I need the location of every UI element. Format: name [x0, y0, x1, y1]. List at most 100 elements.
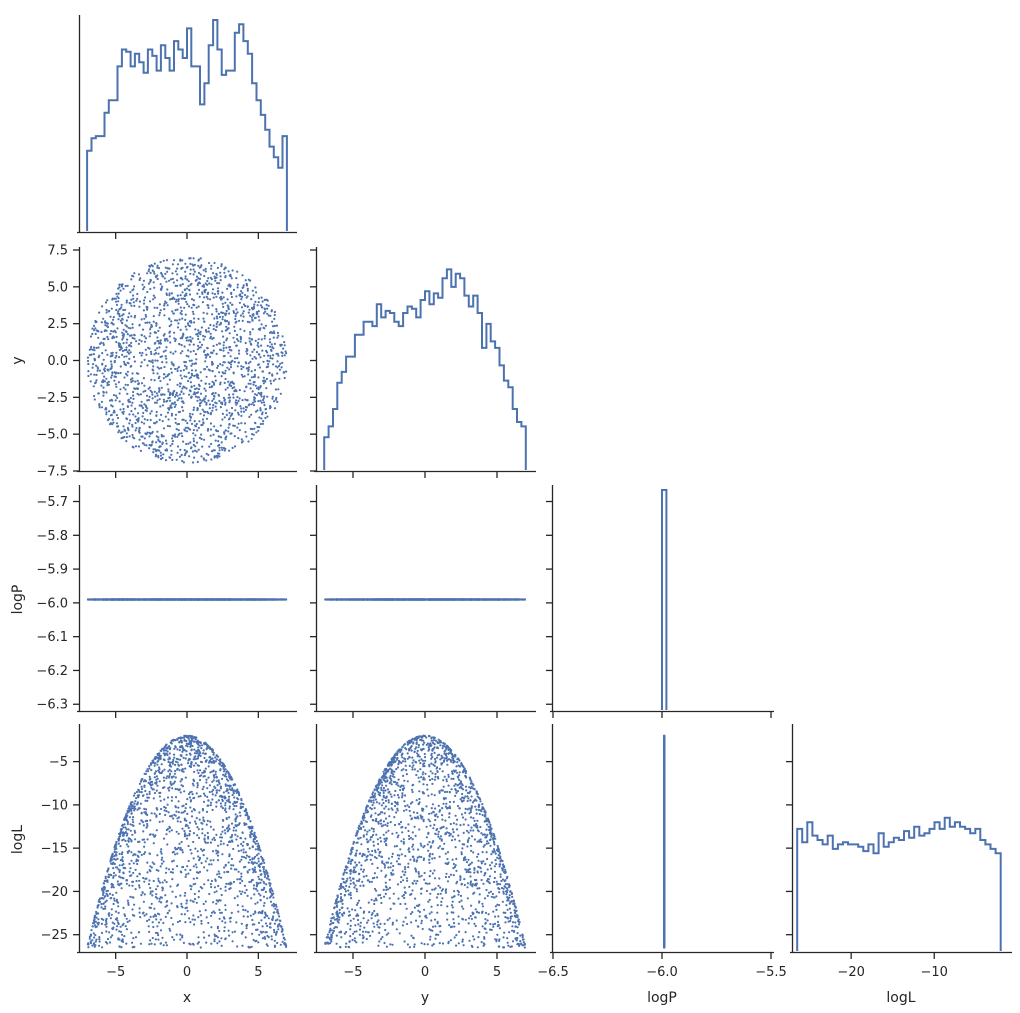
scatter-point	[107, 310, 110, 313]
scatter-point	[234, 409, 237, 412]
scatter-point	[216, 456, 219, 459]
scatter-point	[194, 445, 197, 448]
scatter-point	[233, 445, 237, 448]
scatter-point	[206, 312, 209, 315]
scatter-point	[203, 320, 206, 323]
scatter-point	[275, 396, 278, 400]
scatter-point	[226, 298, 229, 301]
scatter-point	[119, 598, 122, 601]
scatter-point	[87, 370, 90, 373]
scatter-point	[184, 262, 187, 265]
scatter-point	[242, 366, 245, 369]
scatter-point	[246, 320, 249, 323]
scatter-point	[130, 410, 133, 413]
scatter-point	[205, 403, 208, 406]
scatter-point	[191, 310, 194, 313]
scatter-point	[226, 327, 229, 330]
scatter-point	[197, 258, 200, 261]
scatter-point	[189, 419, 192, 422]
scatter-point	[234, 321, 237, 324]
scatter-point	[157, 267, 161, 270]
scatter-point	[228, 312, 231, 315]
scatter-point	[162, 377, 165, 380]
scatter-point	[241, 375, 244, 378]
scatter-point	[250, 403, 253, 406]
scatter-point	[228, 393, 231, 396]
scatter-point	[141, 283, 144, 286]
scatter-point	[196, 460, 199, 464]
scatter-point	[226, 366, 229, 369]
scatter-point	[254, 384, 257, 387]
scatter-point	[220, 311, 223, 314]
scatter-point	[125, 341, 128, 344]
scatter-point	[150, 323, 153, 327]
scatter-point	[142, 377, 145, 380]
scatter-point	[100, 321, 103, 324]
scatter-point	[103, 370, 107, 373]
scatter-point	[241, 319, 244, 322]
scatter-point	[247, 440, 250, 443]
scatter-point	[180, 432, 183, 435]
scatter-point	[197, 264, 200, 267]
scatter-point	[181, 459, 184, 463]
scatter-point	[153, 379, 156, 382]
scatter-point	[187, 355, 190, 358]
scatter-point	[197, 335, 200, 338]
scatter-point	[188, 598, 191, 601]
scatter-point	[204, 353, 207, 356]
scatter-point	[217, 312, 220, 315]
scatter-point	[260, 344, 263, 347]
scatter-point	[143, 299, 146, 302]
scatter-point	[174, 300, 177, 303]
scatter-point	[221, 311, 224, 314]
scatter-point	[161, 393, 164, 396]
y-tick-label: 7.5	[47, 244, 68, 259]
scatter-point	[178, 343, 181, 346]
scatter-point	[106, 419, 110, 422]
scatter-point	[121, 338, 124, 341]
scatter-point	[132, 394, 135, 397]
scatter-point	[130, 404, 133, 407]
scatter-point	[131, 289, 134, 292]
scatter-point	[153, 306, 156, 309]
scatter-point	[228, 384, 231, 387]
scatter-point	[183, 364, 186, 367]
scatter-point	[277, 354, 280, 357]
scatter-point	[115, 292, 118, 295]
scatter-point	[157, 352, 160, 355]
scatter-point	[191, 337, 194, 340]
scatter-point	[220, 263, 223, 266]
scatter-point	[222, 361, 225, 364]
scatter-point	[240, 373, 243, 376]
scatter-point	[139, 365, 142, 368]
scatter-point	[189, 381, 192, 384]
scatter-point	[123, 376, 126, 379]
scatter-point	[189, 335, 192, 339]
scatter-point	[224, 598, 227, 601]
scatter-point	[159, 261, 162, 264]
scatter-point	[157, 329, 160, 332]
scatter-point	[199, 371, 202, 374]
scatter-point	[205, 295, 208, 298]
scatter-point	[229, 285, 232, 288]
scatter-point	[126, 426, 129, 430]
scatter-point	[256, 598, 259, 601]
scatter-point	[243, 293, 247, 297]
scatter-point	[113, 379, 116, 382]
scatter-point	[202, 269, 205, 272]
scatter-point	[258, 416, 261, 419]
scatter-point	[241, 295, 244, 298]
scatter-point	[219, 279, 222, 282]
scatter-point	[185, 300, 188, 303]
scatter-point	[229, 355, 232, 358]
scatter-point	[210, 385, 213, 389]
scatter-point	[266, 359, 269, 362]
scatter-point	[215, 295, 218, 298]
scatter-point	[192, 268, 195, 271]
scatter-point	[201, 301, 204, 304]
scatter-point	[245, 362, 248, 365]
scatter-point	[132, 390, 135, 394]
scatter-point	[211, 313, 214, 316]
scatter-point	[126, 351, 129, 354]
scatter-point	[170, 449, 173, 452]
